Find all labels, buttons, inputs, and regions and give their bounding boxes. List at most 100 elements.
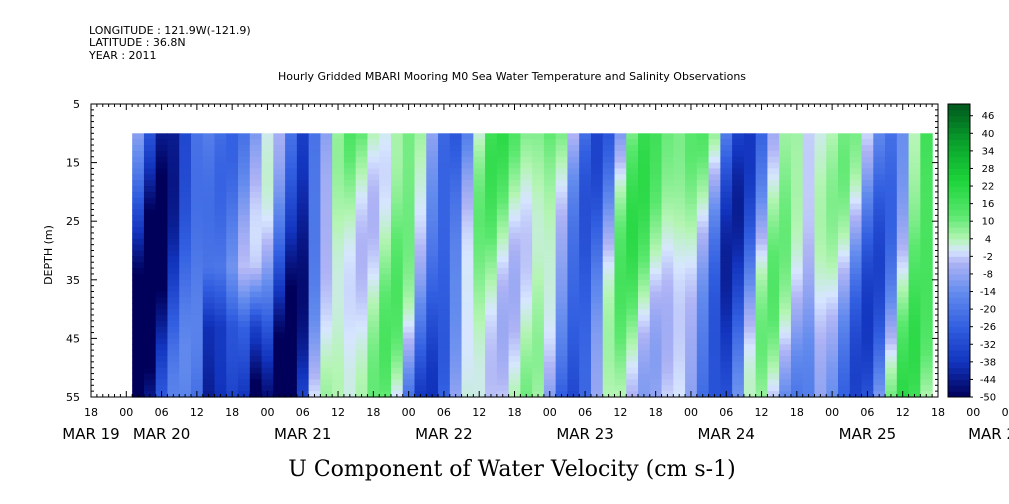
field-cell	[485, 256, 498, 263]
field-cell	[790, 174, 804, 181]
field-cell	[496, 139, 510, 146]
field-cell	[885, 309, 898, 316]
field-cell	[390, 186, 404, 193]
field-cell	[767, 291, 780, 298]
field-cell	[496, 344, 510, 351]
field-cell	[320, 355, 333, 363]
field-cell	[332, 191, 345, 199]
colorbar-swatch	[948, 209, 970, 216]
field-cell	[814, 279, 827, 287]
field-cell	[496, 221, 510, 228]
field-cell	[238, 326, 251, 334]
field-cell	[379, 145, 392, 152]
field-cell	[614, 279, 627, 287]
field-cell	[214, 367, 227, 375]
field-cell	[638, 273, 651, 281]
field-cell	[155, 215, 169, 222]
field-cell	[285, 285, 298, 293]
field-cell	[320, 285, 333, 293]
field-cell	[602, 297, 616, 304]
field-cell	[708, 133, 721, 140]
field-cell	[814, 344, 827, 351]
colorbar-swatch	[948, 133, 970, 140]
field-cell	[626, 268, 639, 275]
colorbar-swatch	[948, 361, 970, 369]
field-cell	[461, 297, 474, 304]
field-cell	[602, 139, 616, 146]
field-cell	[826, 338, 839, 345]
field-cell	[732, 285, 745, 293]
field-cell	[508, 250, 521, 257]
field-cell	[485, 373, 498, 381]
field-cell	[790, 139, 804, 146]
field-cell	[720, 145, 733, 152]
colorbar-label: -20	[980, 305, 996, 316]
field-cell	[638, 332, 651, 339]
field-cell	[179, 133, 192, 140]
field-cell	[296, 285, 310, 293]
field-cell	[908, 338, 921, 345]
field-cell	[238, 367, 251, 375]
field-cell	[849, 244, 863, 252]
field-cell	[167, 367, 180, 375]
field-cell	[179, 361, 192, 369]
field-cell	[543, 361, 557, 369]
field-cell	[190, 227, 204, 234]
field-cell	[755, 361, 769, 369]
field-cell	[473, 150, 486, 158]
field-cell	[661, 256, 674, 263]
field-cell	[426, 350, 439, 357]
field-cell	[508, 320, 521, 328]
field-cell	[790, 209, 804, 216]
field-cell	[143, 367, 157, 375]
field-cell	[155, 221, 169, 228]
field-cell	[732, 174, 745, 181]
field-cell	[402, 150, 416, 158]
field-cell	[296, 262, 310, 269]
field-cell	[414, 332, 427, 339]
field-cell	[461, 326, 474, 334]
field-cell	[496, 379, 510, 386]
field-cell	[532, 361, 545, 369]
field-cell	[673, 227, 686, 234]
field-cell	[449, 150, 463, 158]
field-cell	[167, 320, 180, 328]
field-cell	[614, 180, 627, 187]
field-cell	[826, 268, 839, 275]
field-cell	[708, 314, 721, 322]
colorbar-swatch	[948, 197, 970, 205]
field-cell	[296, 309, 310, 316]
x-hour-label: 06	[860, 406, 874, 419]
colorbar-swatch	[948, 367, 970, 375]
field-cell	[567, 150, 580, 158]
field-cell	[626, 197, 639, 205]
field-cell	[814, 156, 827, 164]
field-cell	[402, 180, 416, 187]
field-cell	[238, 232, 251, 240]
field-cell	[355, 297, 369, 304]
field-cell	[296, 232, 310, 240]
field-cell	[249, 203, 263, 211]
field-cell	[779, 256, 792, 263]
field-cell	[379, 150, 392, 158]
field-cell	[920, 291, 933, 298]
field-cell	[308, 197, 321, 205]
field-cell	[779, 367, 792, 375]
field-cell	[673, 232, 686, 240]
field-cell	[414, 355, 427, 363]
field-cell	[155, 303, 169, 310]
field-cell	[885, 191, 898, 199]
field-cell	[379, 297, 392, 304]
field-cell	[896, 338, 910, 345]
field-cell	[226, 232, 239, 240]
field-cell	[685, 262, 698, 269]
field-cell	[602, 232, 616, 240]
field-cell	[532, 238, 545, 246]
field-cell	[532, 227, 545, 234]
field-cell	[438, 297, 451, 304]
field-cell	[885, 262, 898, 269]
field-cell	[332, 145, 345, 152]
field-cell	[179, 350, 192, 357]
field-cell	[532, 379, 545, 386]
field-cell	[743, 145, 757, 152]
